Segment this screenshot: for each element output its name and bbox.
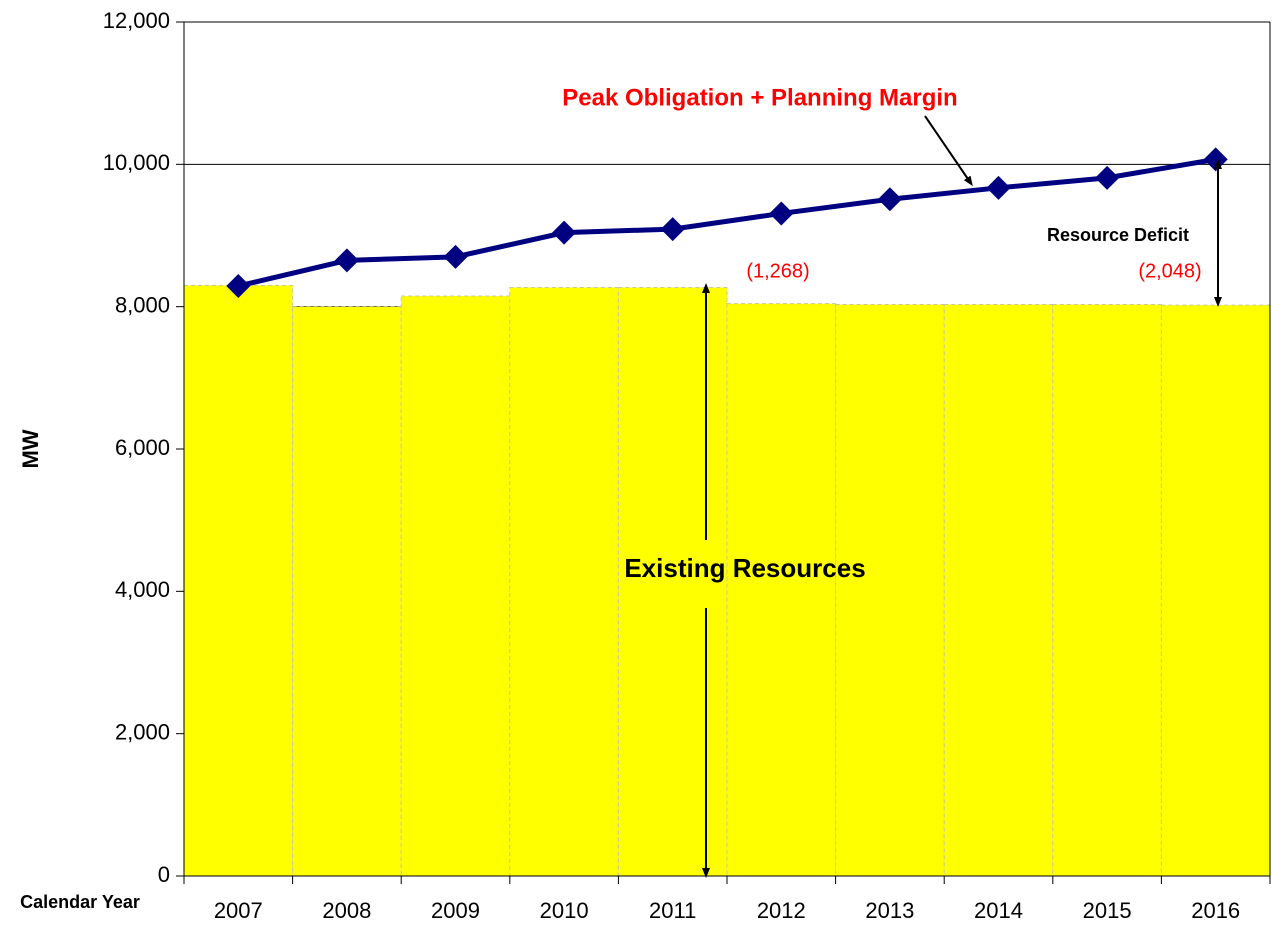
deficit-label: (2,048) [1138, 260, 1201, 282]
bar [183, 284, 294, 877]
bar [943, 304, 1054, 877]
bar [726, 303, 837, 877]
line-annotation: Peak Obligation + Planning Margin [562, 84, 957, 111]
marker [986, 175, 1011, 200]
marker [1203, 147, 1228, 172]
x-tick-label: 2015 [1083, 898, 1132, 923]
marker [877, 187, 902, 212]
x-tick-label: 2009 [431, 898, 480, 923]
y-tick-label: 4,000 [115, 577, 170, 602]
x-tick-label: 2010 [540, 898, 589, 923]
marker [552, 220, 577, 245]
x-axis-label: Calendar Year [20, 892, 140, 912]
y-tick-label: 12,000 [103, 8, 170, 33]
marker [769, 201, 794, 226]
bar [1160, 304, 1271, 877]
y-tick-label: 0 [158, 862, 170, 887]
x-tick-label: 2007 [214, 898, 263, 923]
y-tick-label: 8,000 [115, 292, 170, 317]
line [237, 156, 1217, 289]
bar [617, 286, 728, 877]
marker [660, 217, 685, 242]
x-tick-label: 2011 [649, 898, 696, 923]
bar-annotation: Existing Resources [624, 553, 865, 583]
deficit-label: (1,268) [746, 260, 809, 282]
annotation-arrow [924, 115, 973, 187]
x-tick-label: 2012 [757, 898, 806, 923]
y-tick-label: 10,000 [103, 150, 170, 175]
y-tick-label: 2,000 [115, 719, 170, 744]
x-tick-label: 2013 [865, 898, 914, 923]
bar [400, 295, 511, 877]
y-tick-label: 6,000 [115, 435, 170, 460]
deficit-annotation: Resource Deficit [1047, 225, 1189, 245]
y-axis-label: MW [18, 429, 43, 468]
bar [509, 286, 619, 877]
bar [292, 306, 402, 877]
x-tick-label: 2008 [322, 898, 371, 923]
bar [835, 304, 945, 877]
marker [443, 244, 468, 269]
x-tick-label: 2016 [1191, 898, 1240, 923]
marker [1095, 165, 1120, 190]
bar [1052, 304, 1162, 877]
marker [334, 248, 359, 273]
x-tick-label: 2014 [974, 898, 1023, 923]
marker [226, 274, 251, 299]
